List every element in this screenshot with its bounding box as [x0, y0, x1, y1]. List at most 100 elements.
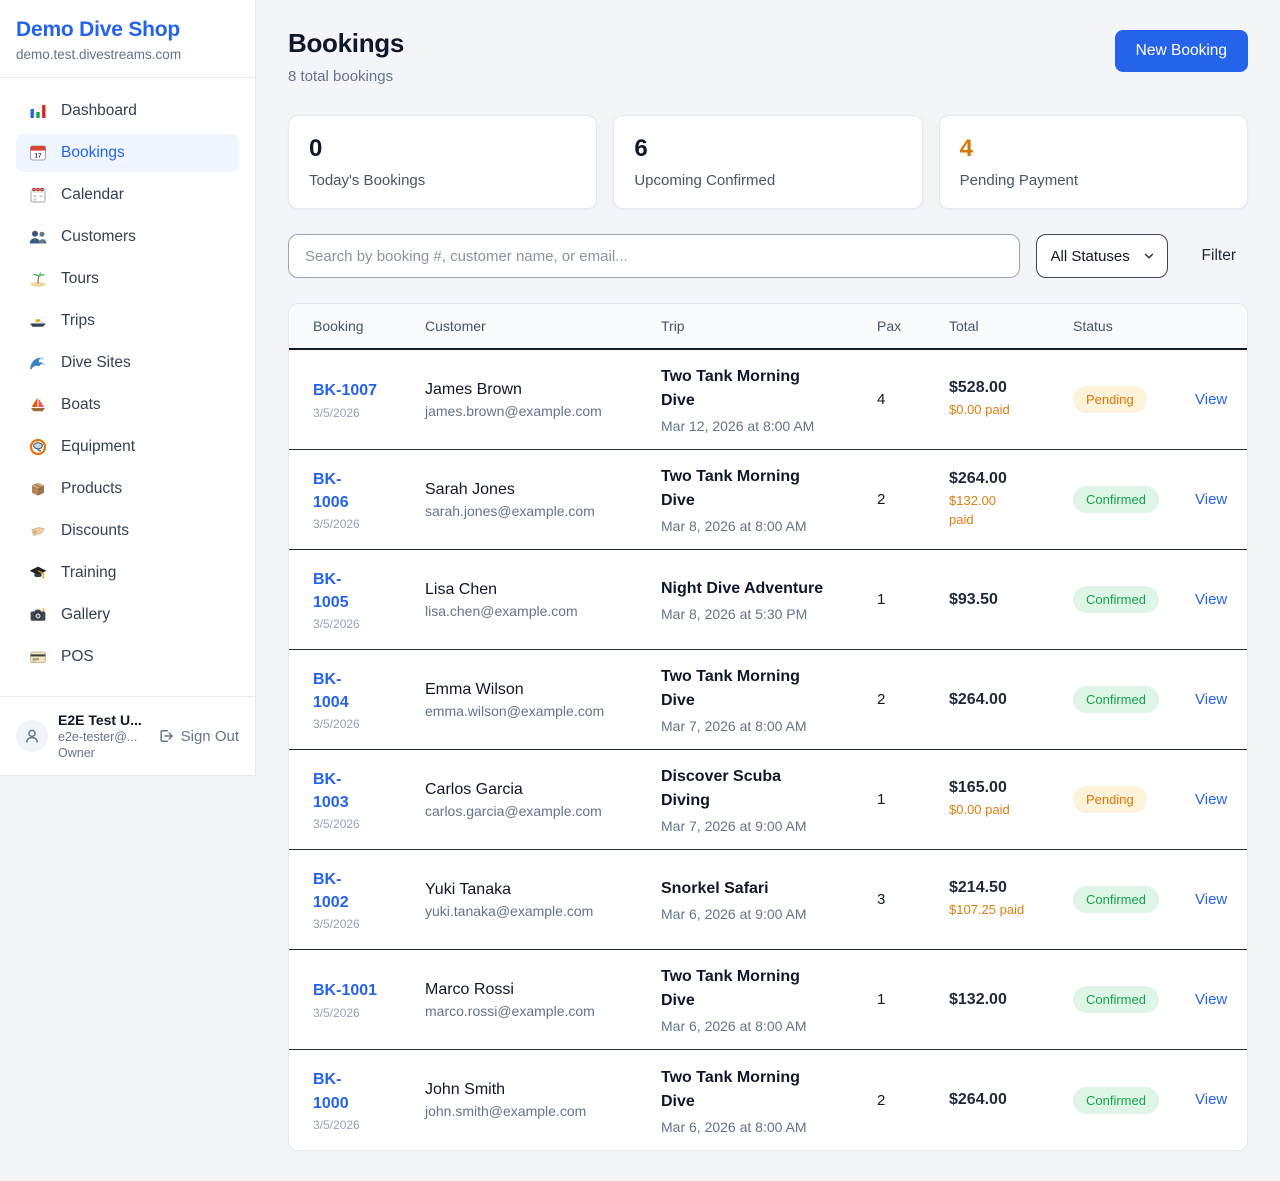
- booking-date: 3/5/2026: [313, 1005, 360, 1020]
- total-amount: $165.00: [949, 779, 1007, 797]
- user-email: e2e-tester@...: [58, 730, 138, 744]
- pax-cell: 1: [877, 591, 886, 608]
- booking-cell: BK-1007 3/5/2026: [313, 379, 425, 419]
- booking-number-link[interactable]: BK-1007: [313, 382, 378, 400]
- brand-domain: demo.test.divestreams.com: [16, 47, 182, 62]
- sign-out-icon: [160, 730, 173, 742]
- search-input[interactable]: [288, 234, 1020, 278]
- sidebar-item-equipment[interactable]: Equipment: [16, 428, 239, 466]
- table-row: BK- 1002 3/5/2026 Yuki Tanaka yuki.tanak…: [289, 850, 1247, 950]
- sidebar-item-pos[interactable]: POS: [16, 638, 239, 676]
- sign-out-button[interactable]: Sign Out: [157, 727, 239, 745]
- booking-number-link[interactable]: BK- 1005: [313, 570, 349, 611]
- stat-value: 6: [634, 135, 648, 162]
- customer-cell: Sarah Jones sarah.jones@example.com: [425, 481, 661, 519]
- trip-cell: Two Tank Morning Dive Mar 6, 2026 at 8:0…: [661, 1066, 877, 1135]
- booking-number-link[interactable]: BK-1001: [313, 982, 378, 1000]
- sidebar-item-dive-sites[interactable]: Dive Sites: [16, 344, 239, 382]
- nav-item-label: Trips: [61, 312, 95, 329]
- sidebar-item-products[interactable]: Products: [16, 470, 239, 508]
- actions-cell: View: [1195, 1091, 1227, 1109]
- pax-cell: 2: [877, 1091, 886, 1109]
- nav-item-label: Dashboard: [61, 102, 137, 119]
- trip-name: Discover Scuba Diving: [661, 768, 782, 809]
- paid-amount: $0.00 paid: [949, 802, 1010, 818]
- total-cell: $132.00: [949, 991, 1073, 1009]
- stat-label: Pending Payment: [959, 172, 1079, 189]
- spiral-calendar-icon: [28, 185, 48, 205]
- view-link[interactable]: View: [1195, 990, 1228, 1008]
- booking-date: 3/5/2026: [313, 917, 360, 932]
- sidebar-item-gallery[interactable]: Gallery: [16, 596, 239, 634]
- column-header-customer: Customer: [425, 318, 486, 334]
- sidebar: Demo Dive Shop demo.test.divestreams.com…: [0, 0, 256, 776]
- sidebar-item-dashboard[interactable]: Dashboard: [16, 92, 239, 130]
- actions-cell: View: [1195, 591, 1227, 609]
- view-link[interactable]: View: [1195, 690, 1228, 708]
- status-cell: Confirmed: [1073, 886, 1195, 913]
- view-link[interactable]: View: [1195, 590, 1228, 608]
- total-cell: $93.50: [949, 591, 1073, 609]
- actions-cell: View: [1195, 791, 1227, 809]
- trip-cell: Two Tank Morning Dive Mar 7, 2026 at 8:0…: [661, 665, 877, 734]
- new-booking-button[interactable]: New Booking: [1114, 30, 1248, 72]
- total-cell: $264.00: [949, 691, 1073, 709]
- total-amount: $528.00: [949, 379, 1007, 397]
- customer-cell: Lisa Chen lisa.chen@example.com: [425, 581, 661, 619]
- filter-button[interactable]: Filter: [1190, 237, 1248, 275]
- view-link[interactable]: View: [1195, 790, 1228, 808]
- booking-cell: BK- 1006 3/5/2026: [313, 468, 425, 531]
- customer-email: marco.rossi@example.com: [425, 1002, 595, 1019]
- table-row: BK-1007 3/5/2026 James Brown james.brown…: [289, 350, 1247, 450]
- booking-number-link[interactable]: BK- 1006: [313, 470, 349, 511]
- trip-cell: Two Tank Morning Dive Mar 8, 2026 at 8:0…: [661, 465, 877, 534]
- stat-card-todays-bookings: 0 Today's Bookings: [288, 115, 598, 209]
- actions-cell: View: [1195, 491, 1227, 509]
- customer-cell: Carlos Garcia carlos.garcia@example.com: [425, 781, 661, 819]
- speedboat-icon: [28, 311, 48, 331]
- view-link[interactable]: View: [1195, 890, 1228, 908]
- nav-item-label: Calendar: [61, 186, 124, 203]
- sidebar-item-boats[interactable]: Boats: [16, 386, 239, 424]
- status-badge: Confirmed: [1073, 486, 1159, 513]
- calendar-date-icon: [28, 143, 48, 163]
- tag-icon: [28, 521, 48, 541]
- booking-number-link[interactable]: BK- 1002: [313, 870, 349, 911]
- customer-name: Yuki Tanaka: [425, 880, 511, 898]
- booking-date: 3/5/2026: [313, 617, 360, 632]
- trip-name: Night Dive Adventure: [661, 580, 824, 597]
- booking-date: 3/5/2026: [313, 405, 360, 420]
- sidebar-item-trips[interactable]: Trips: [16, 302, 239, 340]
- actions-cell: View: [1195, 391, 1227, 409]
- view-link[interactable]: View: [1195, 1091, 1228, 1108]
- sidebar-item-calendar[interactable]: Calendar: [16, 176, 239, 214]
- page-header: Bookings 8 total bookings New Booking: [288, 28, 1248, 85]
- status-cell: Confirmed: [1073, 486, 1195, 513]
- trip-datetime: Mar 6, 2026 at 9:00 AM: [661, 906, 807, 922]
- booking-number-link[interactable]: BK- 1000: [313, 1071, 349, 1112]
- status-cell: Confirmed: [1073, 1086, 1195, 1114]
- stat-label: Today's Bookings: [309, 172, 426, 189]
- booking-cell: BK- 1002 3/5/2026: [313, 868, 425, 931]
- booking-number-link[interactable]: BK- 1003: [313, 770, 349, 811]
- sidebar-item-tours[interactable]: Tours: [16, 260, 239, 298]
- sidebar-item-discounts[interactable]: Discounts: [16, 512, 239, 550]
- filter-row: All Statuses Filter: [288, 234, 1248, 278]
- status-select[interactable]: All Statuses: [1035, 234, 1168, 278]
- view-link[interactable]: View: [1195, 390, 1228, 408]
- booking-number-link[interactable]: BK- 1004: [313, 670, 349, 711]
- total-amount: $264.00: [949, 690, 1007, 708]
- customer-cell: Marco Rossi marco.rossi@example.com: [425, 981, 661, 1019]
- customer-name: Marco Rossi: [425, 980, 514, 998]
- nav-item-label: Customers: [61, 228, 136, 245]
- trip-cell: Snorkel Safari Mar 6, 2026 at 9:00 AM: [661, 877, 877, 922]
- table-row: BK-1001 3/5/2026 Marco Rossi marco.rossi…: [289, 950, 1247, 1050]
- sidebar-item-training[interactable]: Training: [16, 554, 239, 592]
- view-link[interactable]: View: [1195, 490, 1228, 508]
- booking-date: 3/5/2026: [313, 717, 360, 732]
- trip-name: Two Tank Morning Dive: [661, 668, 800, 709]
- sidebar-item-bookings[interactable]: Bookings: [16, 134, 239, 172]
- total-cell: $214.50 $107.25 paid: [949, 879, 1073, 920]
- table-body: BK-1007 3/5/2026 James Brown james.brown…: [289, 350, 1247, 1150]
- sidebar-item-customers[interactable]: Customers: [16, 218, 239, 256]
